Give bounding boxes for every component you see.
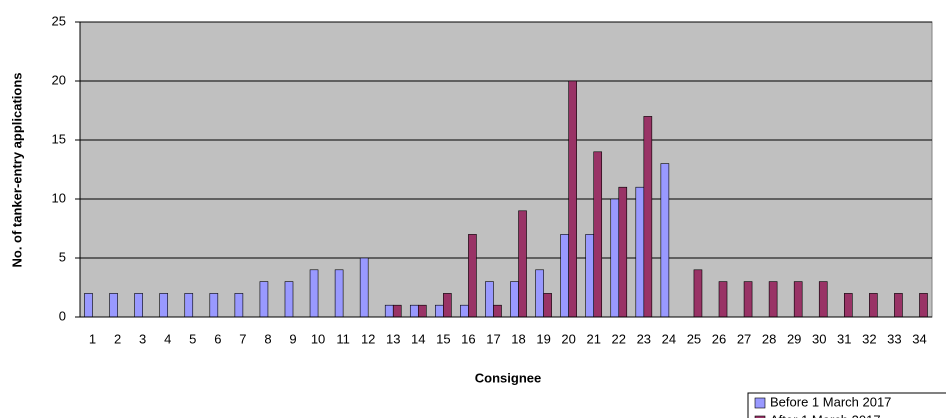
bar [510, 281, 519, 318]
legend-label: Before 1 March 2017 [770, 394, 891, 409]
x-tick-label: 14 [411, 331, 425, 346]
x-tick-label: 19 [536, 331, 550, 346]
bar [593, 151, 603, 318]
bar [409, 304, 419, 318]
x-tick-label: 12 [361, 331, 375, 346]
y-tick-label: 25 [52, 13, 66, 28]
bar [209, 293, 219, 318]
x-tick-label: 23 [637, 331, 651, 346]
x-tick-label: 10 [311, 331, 325, 346]
bar [359, 257, 369, 318]
x-tick-label: 8 [264, 331, 271, 346]
bar [585, 234, 595, 318]
x-tick-label: 1 [89, 331, 96, 346]
bar [518, 210, 527, 318]
x-tick-label: 3 [139, 331, 146, 346]
bar [468, 234, 477, 318]
bar [284, 281, 294, 318]
bar [384, 304, 394, 318]
x-tick-label: 5 [189, 331, 196, 346]
x-tick-label: 9 [289, 331, 296, 346]
bar [618, 186, 628, 318]
bar [610, 198, 620, 318]
bar [109, 293, 118, 318]
plot-area [79, 21, 933, 318]
bar [134, 293, 143, 318]
legend-box [747, 392, 946, 418]
x-tick-label: 13 [386, 331, 400, 346]
x-tick-label: 22 [612, 331, 626, 346]
bar [334, 269, 344, 318]
bar [234, 293, 244, 318]
bar [535, 269, 544, 318]
bar [543, 293, 552, 318]
x-tick-label: 4 [164, 331, 171, 346]
y-tick-label: 0 [59, 308, 66, 323]
x-tick-label: 34 [912, 331, 926, 346]
legend-swatch [754, 397, 766, 409]
x-tick-label: 28 [762, 331, 776, 346]
bar [493, 304, 502, 318]
bar [793, 281, 803, 318]
bar [435, 304, 444, 318]
bar [443, 293, 452, 318]
bar [635, 186, 645, 318]
bar [485, 281, 494, 318]
x-tick-label: 15 [436, 331, 450, 346]
bar [184, 293, 194, 318]
x-tick-label: 30 [812, 331, 826, 346]
bar [560, 234, 569, 318]
y-tick-label: 5 [59, 249, 66, 264]
bar [159, 293, 169, 318]
bar [743, 281, 753, 318]
x-tick-label: 17 [486, 331, 500, 346]
x-tick-label: 6 [214, 331, 221, 346]
x-tick-label: 33 [887, 331, 901, 346]
bar [309, 269, 319, 318]
bar [919, 293, 928, 318]
x-tick-label: 24 [662, 331, 676, 346]
y-tick-label: 10 [52, 190, 66, 205]
x-axis-label: Consignee [475, 370, 541, 385]
bar [84, 293, 93, 318]
x-tick-label: 18 [511, 331, 525, 346]
y-tick-label: 15 [52, 131, 66, 146]
bar [568, 80, 577, 318]
x-tick-label: 11 [336, 331, 350, 346]
bar [660, 163, 670, 318]
y-tick-label: 20 [52, 72, 66, 87]
x-tick-label: 21 [586, 331, 600, 346]
x-tick-label: 27 [737, 331, 751, 346]
x-tick-label: 7 [239, 331, 246, 346]
x-tick-label: 20 [561, 331, 575, 346]
x-tick-label: 25 [687, 331, 701, 346]
bar [768, 281, 778, 318]
legend-swatch [754, 415, 766, 418]
bar [718, 281, 728, 318]
x-tick-label: 31 [837, 331, 851, 346]
bar [843, 293, 853, 318]
bar [869, 293, 878, 318]
x-tick-label: 16 [461, 331, 475, 346]
x-tick-label: 29 [787, 331, 801, 346]
bar [392, 304, 402, 318]
x-tick-label: 26 [712, 331, 726, 346]
bar [643, 116, 653, 318]
bar [259, 281, 269, 318]
x-tick-label: 2 [114, 331, 121, 346]
y-axis-label: No. of tanker-entry applications [9, 72, 24, 267]
bar [460, 304, 469, 318]
bar [818, 281, 828, 318]
bar [693, 269, 703, 318]
bar [417, 304, 427, 318]
x-tick-label: 32 [862, 331, 876, 346]
legend-label: After 1 March 2017 [770, 412, 881, 418]
bar [894, 293, 903, 318]
